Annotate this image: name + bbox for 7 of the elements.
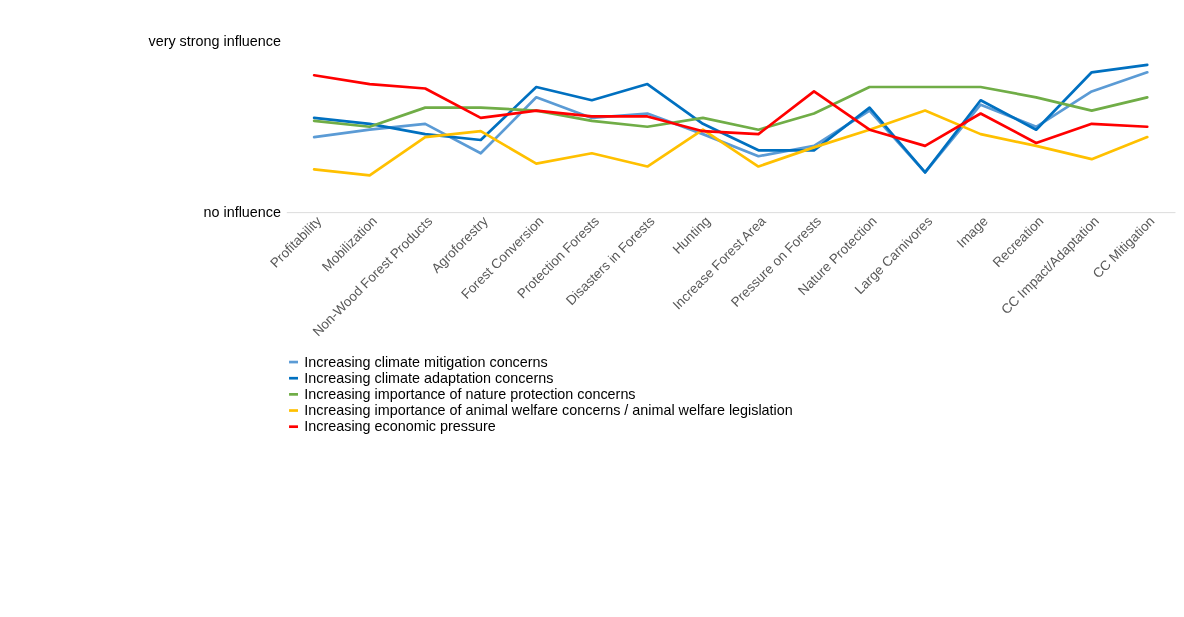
legend-label: Increasing climate mitigation concerns <box>304 353 548 370</box>
legend-label: Increasing importance of nature protection concerns <box>304 385 636 402</box>
legend-label: Increasing climate adaptation concerns <box>304 369 554 386</box>
legend-label: Increasing importance of animal welfare concerns / animal welfare legislation <box>304 402 793 419</box>
text: no influence <box>203 203 281 220</box>
legend-label: Increasing economic pressure <box>304 418 496 435</box>
text: very strong influence <box>148 33 281 50</box>
